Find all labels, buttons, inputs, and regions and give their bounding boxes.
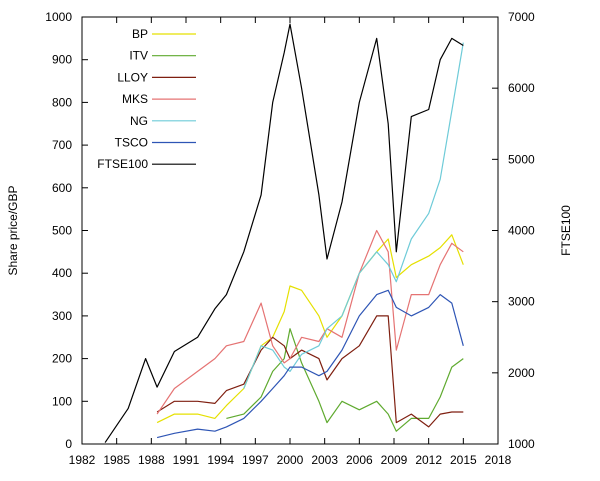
- legend-label-mks: MKS: [122, 92, 148, 106]
- series-line-bp: [156, 234, 464, 424]
- y-tick-label: 100: [52, 394, 72, 408]
- y-axis-title: Share price/GBP: [6, 185, 20, 275]
- x-tick-label: 2009: [381, 453, 408, 467]
- x-tick-label: 2006: [346, 453, 373, 467]
- y-tick-label: 900: [52, 53, 72, 67]
- series-line-ftse100: [104, 23, 464, 443]
- x-tick-label: 1991: [173, 453, 200, 467]
- axes-ticks: 1982 1985 1988 1991 1994 1997 2000 2003 2006 2009…: [45, 10, 535, 467]
- x-tick-label: 1988: [138, 453, 165, 467]
- y-tick-label: 600: [52, 181, 72, 195]
- x-tick-label: 1982: [69, 453, 96, 467]
- y2-axis-title: FTSE100: [559, 205, 573, 256]
- series-line-ng: [243, 42, 464, 389]
- y-tick-label: 700: [52, 138, 72, 152]
- y2-tick-label: 6000: [508, 81, 535, 95]
- y-tick-label: 0: [65, 437, 72, 451]
- y-tick-label: 1000: [45, 10, 72, 24]
- legend-label-tsco: TSCO: [115, 136, 148, 150]
- x-tick-label: 2000: [277, 453, 304, 467]
- x-tick-label: 2015: [450, 453, 477, 467]
- series-line-itv: [226, 328, 464, 432]
- y-tick-label: 800: [52, 95, 72, 109]
- y2-tick-label: 5000: [508, 152, 535, 166]
- x-tick-label: 1985: [103, 453, 130, 467]
- legend-label-ng: NG: [130, 114, 148, 128]
- series-line-mks: [156, 229, 464, 415]
- x-tick-label: 1994: [207, 453, 234, 467]
- y2-tick-label: 1000: [508, 437, 535, 451]
- series-line-tsco: [156, 289, 464, 439]
- legend-label-itv: ITV: [129, 49, 148, 63]
- legend-label-lloy: LLOY: [117, 70, 148, 84]
- y2-tick-label: 4000: [508, 224, 535, 238]
- y2-tick-label: 7000: [508, 10, 535, 24]
- x-tick-label: 2018: [485, 453, 512, 467]
- y2-tick-label: 3000: [508, 295, 535, 309]
- y-tick-label: 300: [52, 309, 72, 323]
- x-tick-label: 2003: [311, 453, 338, 467]
- y2-tick-label: 2000: [508, 366, 535, 380]
- y-tick-label: 400: [52, 266, 72, 280]
- legend-label-bp: BP: [132, 27, 148, 41]
- series-line-lloy: [156, 315, 464, 428]
- legend-label-ftse100: FTSE100: [97, 157, 148, 171]
- x-tick-label: 2012: [415, 453, 442, 467]
- x-tick-label: 1997: [242, 453, 269, 467]
- y-tick-label: 200: [52, 352, 72, 366]
- legend: BP ITV LLOY MKS NG TSCO FTSE100: [97, 27, 196, 171]
- y-tick-label: 500: [52, 224, 72, 238]
- plot-lines: [104, 23, 464, 443]
